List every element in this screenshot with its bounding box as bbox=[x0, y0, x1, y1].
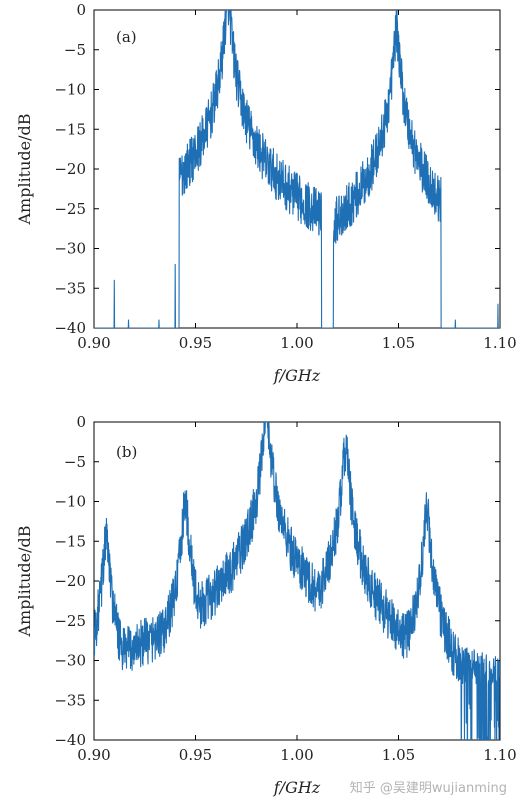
panel-b-x-ticks: 0.90 0.95 1.00 1.05 1.10 bbox=[77, 422, 517, 764]
panel-b-y-ticks: 0 −5 −10 −15 −20 −25 −30 −35 −40 bbox=[54, 413, 500, 749]
y-tick-label: −25 bbox=[54, 200, 86, 218]
y-tick-label: −40 bbox=[54, 731, 86, 749]
y-tick-label: −35 bbox=[54, 691, 86, 709]
y-tick-label: −5 bbox=[64, 453, 86, 471]
panel-b-plot-area bbox=[94, 422, 500, 740]
series-line bbox=[94, 422, 500, 740]
panel-b: (b) Amplitude/dB f/GHz 0 −5 −10 −15 −20 −25 −3… bbox=[15, 413, 517, 797]
y-tick-label: −40 bbox=[54, 319, 86, 337]
y-tick-label: −10 bbox=[54, 81, 86, 99]
panel-a: (a) Amplitude/dB f/GHz 0 −5 −10 −15 −20 −25 −3… bbox=[15, 1, 517, 385]
x-tick-label: 0.95 bbox=[179, 334, 212, 352]
panel-a-label: (a) bbox=[116, 28, 137, 46]
x-tick-label: 1.10 bbox=[483, 746, 516, 764]
y-tick-label: −20 bbox=[54, 160, 86, 178]
y-tick-label: −15 bbox=[54, 120, 86, 138]
y-tick-label: 0 bbox=[76, 413, 86, 431]
x-tick-label: 0.95 bbox=[179, 746, 212, 764]
panel-b-x-axis-title: f/GHz bbox=[273, 778, 321, 797]
x-tick-label: 1.00 bbox=[280, 334, 313, 352]
panel-a-x-axis-title: f/GHz bbox=[273, 366, 321, 385]
watermark: 知乎 @吴建明wujianming bbox=[349, 781, 507, 796]
panel-a-frame bbox=[93, 9, 501, 329]
panel-b-frame bbox=[93, 421, 501, 741]
x-tick-label: 0.90 bbox=[77, 746, 110, 764]
x-tick-label: 1.05 bbox=[382, 746, 415, 764]
y-tick-label: −30 bbox=[54, 240, 86, 258]
x-tick-label: 1.05 bbox=[382, 334, 415, 352]
x-tick-label: 1.00 bbox=[280, 746, 313, 764]
panel-a-y-axis-title: Amplitude/dB bbox=[15, 113, 34, 225]
y-tick-label: −30 bbox=[54, 652, 86, 670]
series-line bbox=[94, 10, 500, 328]
panel-a-y-ticks: 0 −5 −10 −15 −20 −25 −30 −35 −40 bbox=[54, 1, 500, 337]
y-tick-label: 0 bbox=[76, 1, 86, 19]
y-tick-label: −15 bbox=[54, 532, 86, 550]
y-tick-label: −5 bbox=[64, 41, 86, 59]
x-tick-label: 0.90 bbox=[77, 334, 110, 352]
y-tick-label: −25 bbox=[54, 612, 86, 630]
panel-b-y-axis-title: Amplitude/dB bbox=[15, 525, 34, 637]
y-tick-label: −10 bbox=[54, 493, 86, 511]
panel-a-x-ticks: 0.90 0.95 1.00 1.05 1.10 bbox=[77, 10, 517, 352]
y-tick-label: −35 bbox=[54, 279, 86, 297]
x-tick-label: 1.10 bbox=[483, 334, 516, 352]
panel-b-label: (b) bbox=[116, 443, 137, 461]
panel-a-plot-area bbox=[94, 10, 500, 328]
y-tick-label: −20 bbox=[54, 572, 86, 590]
